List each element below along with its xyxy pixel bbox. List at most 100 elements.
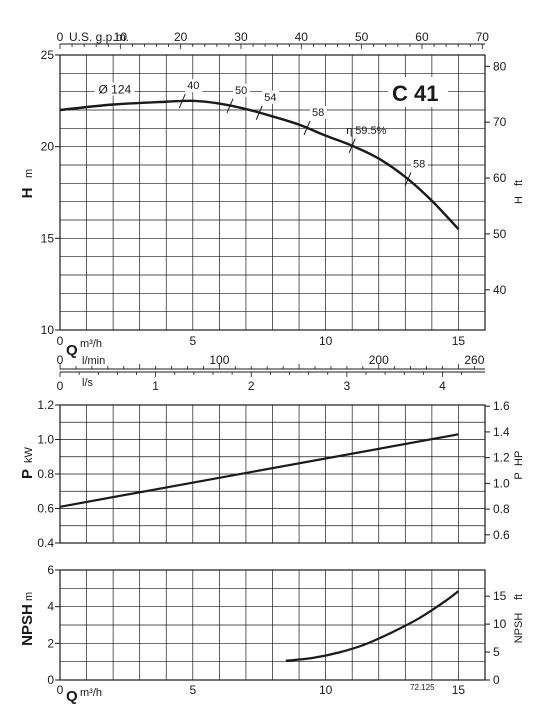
npsh-curve: [285, 590, 460, 662]
chart-frames: [59, 54, 486, 681]
efficiency-mark-label: 50: [235, 85, 247, 97]
head-y-tick-label: 15: [41, 231, 55, 245]
lmin-tick-label: 0: [57, 353, 64, 367]
npsh-y-tick-label: 0: [47, 673, 54, 687]
head-y-tick-label: 10: [41, 323, 55, 337]
power-hp-tick-label: 1.0: [493, 476, 510, 490]
efficiency-label-bg: [262, 90, 280, 104]
power-y-tick-label: 0.8: [37, 467, 54, 481]
power-axis-unit: kW: [23, 447, 35, 464]
power-y-tick-label: 0.4: [37, 536, 54, 550]
npsh-y-tick-label: 2: [47, 636, 54, 650]
npsh-ft-unit: ft: [513, 594, 525, 600]
efficiency-mark-label: 40: [187, 80, 199, 92]
npsh-y-tick-label: 4: [47, 600, 54, 614]
impeller-label-bg: [94, 82, 135, 96]
chart-ticks: [55, 43, 490, 681]
head-axis-unit: m: [23, 169, 35, 178]
efficiency-symbol: η: [346, 125, 352, 137]
efficiency-mark-label: 58: [413, 158, 425, 170]
power-hp-tick-label: 1.2: [493, 451, 510, 465]
head-ft-title: H: [513, 196, 525, 204]
power-curve: [59, 433, 459, 508]
gpm-tick-label: 50: [355, 30, 369, 44]
ls-tick-label: 3: [344, 379, 351, 393]
head-q-tick-label: 10: [319, 334, 333, 348]
efficiency-mark-label: 59.5%: [355, 125, 386, 137]
efficiency-mark-tick: [348, 138, 356, 153]
efficiency-mark-label: 58: [312, 107, 324, 119]
power-hp-tick-label: 1.6: [493, 399, 510, 413]
head-ft-unit: ft: [513, 180, 525, 186]
npsh-q-tick-label: 0: [57, 683, 64, 697]
impeller-diameter-label: Ø 124: [99, 83, 132, 97]
gpm-tick-label: 30: [234, 30, 248, 44]
head-ft-tick-label: 60: [493, 171, 507, 185]
npsh-q-tick-label: 15: [452, 683, 466, 697]
efficiency-label-bg: [310, 105, 328, 119]
gpm-axis-label: U.S. g.p.m.: [69, 30, 129, 44]
head-ft-tick-label: 70: [493, 115, 507, 129]
efficiency-mark-tick: [404, 172, 412, 187]
gpm-tick-label: 10: [114, 30, 128, 44]
gpm-tick-label: 70: [476, 30, 490, 44]
lmin-tick-label: 200: [369, 353, 389, 367]
lmin-tick-label: 100: [209, 353, 229, 367]
npsh-ft-tick-label: 5: [493, 645, 500, 659]
npsh-q-tick-label: 10: [319, 683, 333, 697]
npsh-ft-title: NPSH: [513, 613, 525, 644]
model-label: C 41: [392, 81, 438, 106]
efficiency-mark-tick: [303, 120, 311, 136]
head-ft-tick-label: 40: [493, 283, 507, 297]
efficiency-mark-tick: [255, 105, 263, 120]
npsh-frame: [59, 569, 486, 681]
npsh-axis-title: NPSH: [19, 604, 36, 646]
head-ft-tick-label: 80: [493, 59, 507, 73]
npsh-q-axis-label: Q: [66, 688, 78, 705]
npsh-ft-tick-label: 0: [493, 673, 500, 687]
gpm-tick-label: 60: [415, 30, 429, 44]
head-q-axis-label: Q: [66, 342, 78, 359]
ls-tick-label: 2: [248, 379, 255, 393]
chart-curves: [59, 94, 460, 662]
npsh-q-axis-unit: m³/h: [80, 687, 102, 699]
efficiency-mark-tick: [226, 98, 234, 113]
npsh-ft-tick-label: 15: [493, 589, 507, 603]
efficiency-label-bg: [233, 83, 250, 97]
lmin-axis-label: l/min: [82, 355, 105, 367]
ls-axis-label: l/s: [82, 377, 94, 389]
power-hp-title: P: [513, 472, 525, 479]
efficiency-mark-tick: [178, 94, 186, 109]
head-q-tick-label: 5: [189, 334, 196, 348]
npsh-q-tick-label: 5: [189, 683, 196, 697]
npsh-y-tick-label: 6: [47, 563, 54, 577]
lmin-tick-label: 260: [464, 353, 484, 367]
power-y-tick-label: 0.6: [37, 502, 54, 516]
head-q-axis-unit: m³/h: [80, 338, 102, 350]
ls-tick-label: 4: [439, 379, 446, 393]
head-y-tick-label: 25: [41, 48, 55, 62]
model-label-bg: [388, 77, 448, 107]
head-axis-title: H: [19, 188, 36, 199]
power-y-tick-label: 1.0: [37, 433, 54, 447]
head-q-tick-label: 15: [452, 334, 466, 348]
power-hp-tick-label: 0.8: [493, 502, 510, 516]
efficiency-mark-label: 54: [264, 92, 276, 104]
ls-tick-label: 0: [57, 379, 64, 393]
ls-tick-label: 1: [152, 379, 159, 393]
power-axis-title: P: [19, 469, 36, 479]
efficiency-label-bg: [185, 79, 203, 93]
power-hp-tick-label: 0.6: [493, 528, 510, 542]
power-hp-unit: HP: [513, 451, 525, 466]
drawing-code: 72.125: [410, 683, 435, 692]
head-q-tick-label: 0: [57, 334, 64, 348]
efficiency-label-bg: [410, 157, 428, 171]
gpm-tick-label: 20: [174, 30, 188, 44]
head-frame: [59, 54, 486, 331]
power-y-tick-label: 1.2: [37, 398, 54, 412]
head-y-tick-label: 20: [41, 140, 55, 154]
head-ft-tick-label: 50: [493, 227, 507, 241]
npsh-axis-unit: m: [23, 592, 35, 601]
